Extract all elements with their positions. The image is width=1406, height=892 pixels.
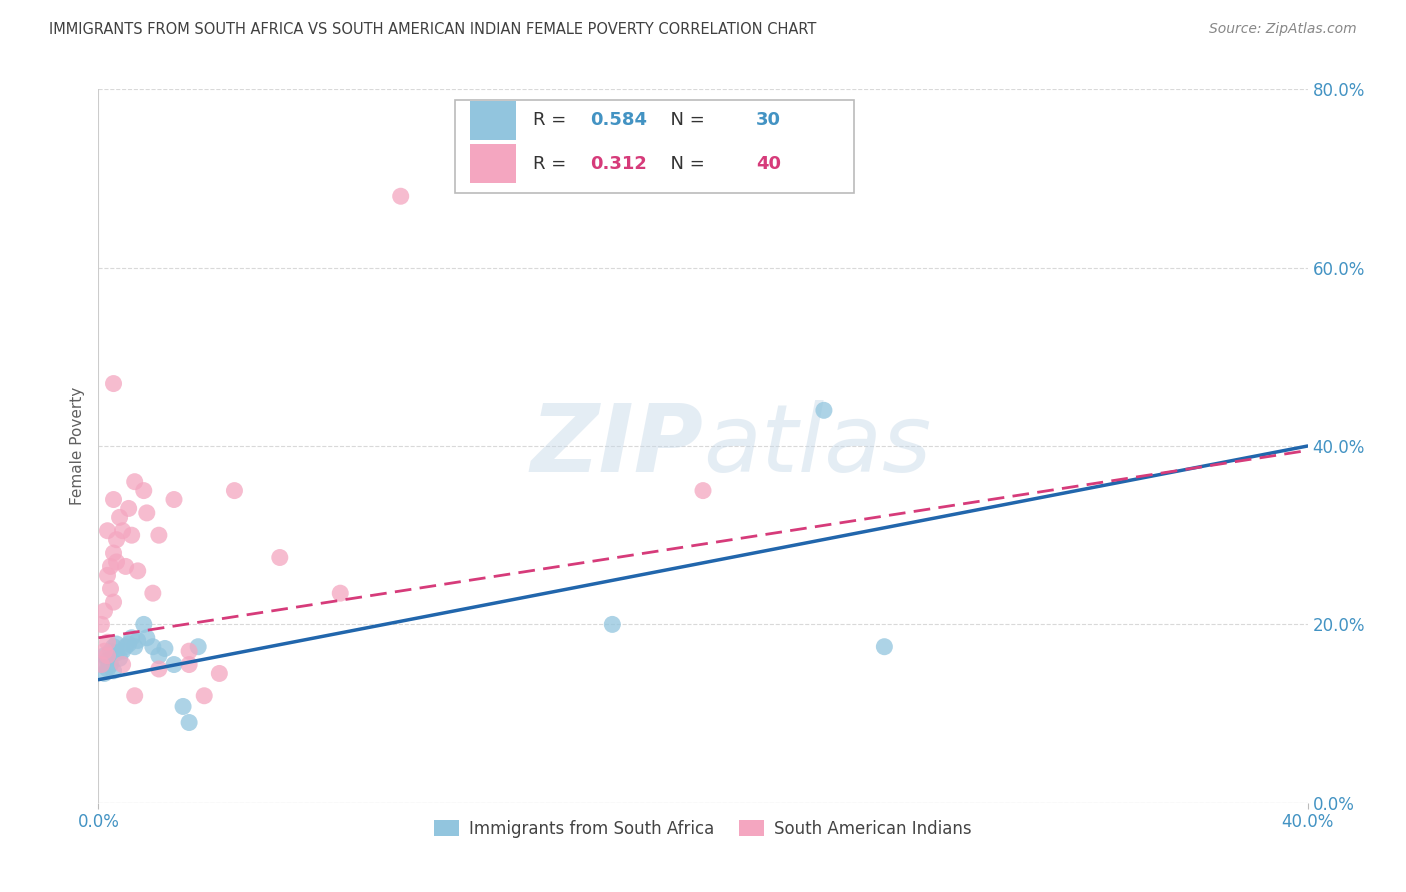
Point [114, 559, 136, 574]
FancyBboxPatch shape [470, 101, 516, 140]
Point [103, 546, 125, 560]
Point [103, 640, 125, 654]
Point [389, 189, 412, 203]
Point [148, 528, 170, 542]
Point [224, 483, 246, 498]
Point [132, 617, 155, 632]
Point [90, 657, 112, 672]
Point [108, 510, 131, 524]
Legend: Immigrants from South Africa, South American Indians: Immigrants from South Africa, South Amer… [427, 814, 979, 845]
Text: atlas: atlas [703, 401, 931, 491]
Point [132, 483, 155, 498]
Text: R =: R = [533, 112, 571, 129]
Point [96, 568, 118, 582]
Point [105, 533, 128, 547]
Point [208, 666, 231, 681]
Text: 0.584: 0.584 [591, 112, 648, 129]
Point [103, 492, 125, 507]
Point [96, 653, 118, 667]
Point [172, 699, 194, 714]
Point [96, 524, 118, 538]
Point [90, 657, 112, 672]
Point [103, 376, 125, 391]
Text: R =: R = [533, 155, 571, 173]
Point [124, 475, 146, 489]
Point [105, 555, 128, 569]
Point [163, 492, 186, 507]
Point [93, 666, 115, 681]
Point [108, 651, 131, 665]
Point [127, 633, 149, 648]
Point [873, 640, 896, 654]
Point [103, 595, 125, 609]
Point [813, 403, 835, 417]
Point [93, 604, 115, 618]
Y-axis label: Female Poverty: Female Poverty [70, 387, 86, 505]
Text: N =: N = [659, 155, 711, 173]
Point [121, 631, 143, 645]
Point [96, 662, 118, 676]
Point [124, 640, 146, 654]
Text: ZIP: ZIP [530, 400, 703, 492]
Point [153, 641, 176, 656]
Text: 40: 40 [756, 155, 782, 173]
Point [118, 501, 141, 516]
Point [96, 635, 118, 649]
Point [692, 483, 714, 498]
FancyBboxPatch shape [470, 145, 516, 184]
Point [187, 640, 209, 654]
Point [269, 550, 291, 565]
Point [111, 524, 134, 538]
Point [163, 657, 186, 672]
Point [96, 648, 118, 663]
Point [90, 617, 112, 632]
Point [118, 637, 141, 651]
Text: N =: N = [659, 112, 711, 129]
FancyBboxPatch shape [456, 100, 855, 193]
Point [602, 617, 624, 632]
Point [100, 657, 122, 672]
Point [100, 644, 122, 658]
Point [148, 662, 170, 676]
Point [179, 644, 201, 658]
Text: IMMIGRANTS FROM SOUTH AFRICA VS SOUTH AMERICAN INDIAN FEMALE POVERTY CORRELATION: IMMIGRANTS FROM SOUTH AFRICA VS SOUTH AM… [49, 22, 817, 37]
Point [179, 657, 201, 672]
Point [148, 648, 170, 663]
Point [93, 644, 115, 658]
Point [193, 689, 215, 703]
Text: Source: ZipAtlas.com: Source: ZipAtlas.com [1209, 22, 1357, 37]
Point [142, 586, 165, 600]
Text: 0.312: 0.312 [591, 155, 647, 173]
Point [100, 582, 122, 596]
Point [124, 689, 146, 703]
Point [114, 640, 136, 654]
Point [105, 637, 128, 651]
Point [111, 644, 134, 658]
Point [105, 646, 128, 660]
Text: 30: 30 [756, 112, 782, 129]
Point [121, 528, 143, 542]
Point [179, 715, 201, 730]
Point [111, 657, 134, 672]
Point [100, 559, 122, 574]
Point [329, 586, 352, 600]
Point [135, 631, 157, 645]
Point [103, 664, 125, 678]
Point [142, 640, 165, 654]
Point [93, 648, 115, 663]
Point [127, 564, 149, 578]
Point [135, 506, 157, 520]
